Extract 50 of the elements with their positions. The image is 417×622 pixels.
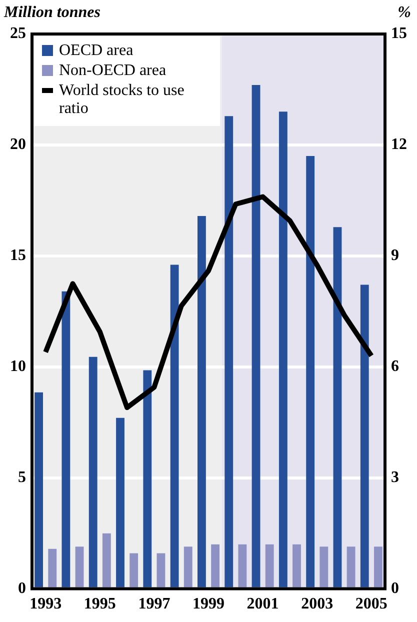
bar — [265, 544, 274, 588]
y-tick-label: 0 — [18, 580, 26, 597]
y2-tick-label: 3 — [391, 468, 399, 486]
x-tick-label: 1997 — [138, 596, 170, 613]
bar — [333, 227, 342, 588]
y2-tick-label: 15 — [391, 25, 407, 42]
bar — [278, 112, 288, 588]
bar — [374, 546, 382, 588]
y2-tick-label: 12 — [391, 136, 407, 154]
bar — [238, 544, 247, 588]
y2-tick-label: 0 — [391, 580, 399, 597]
legend-label: Non-OECD area — [59, 62, 166, 80]
x-tick-label: 2003 — [301, 596, 334, 613]
y-tick-label: 15 — [10, 247, 26, 264]
bar — [102, 533, 111, 588]
y-tick-label: 25 — [10, 25, 26, 42]
y-tick-label: 20 — [10, 136, 26, 154]
y-tick-label: 10 — [10, 358, 26, 376]
bar — [224, 116, 234, 588]
x-tick-label: 1995 — [84, 596, 116, 613]
legend-label: World stocks to use ratio — [59, 82, 186, 118]
x-tick-label: 2005 — [355, 596, 388, 613]
bar — [198, 216, 206, 588]
bar — [48, 548, 57, 588]
x-tick-label: 2001 — [246, 596, 279, 613]
bar — [184, 546, 192, 588]
bar — [360, 284, 369, 588]
bar — [346, 546, 356, 588]
bar — [156, 553, 166, 588]
bar — [34, 392, 43, 588]
y2-tick-label: 9 — [391, 247, 399, 264]
bar — [88, 356, 98, 588]
y2-tick-label: 6 — [391, 358, 399, 376]
x-tick-label: 1999 — [192, 596, 224, 613]
y-axis-title: Million tonnes — [4, 4, 100, 22]
bar — [170, 264, 179, 588]
x-tick-label: 1993 — [30, 596, 62, 613]
bar — [292, 544, 301, 588]
y2-axis-title: % — [398, 4, 411, 22]
legend-label: OECD area — [59, 42, 134, 60]
bar — [130, 553, 138, 588]
bar — [62, 291, 70, 588]
bar — [306, 156, 315, 588]
bar — [116, 418, 124, 588]
bar — [211, 544, 220, 588]
bar — [143, 370, 152, 588]
y-tick-label: 5 — [18, 468, 26, 486]
bar — [320, 546, 328, 588]
bar — [75, 546, 84, 588]
bar — [252, 85, 260, 588]
